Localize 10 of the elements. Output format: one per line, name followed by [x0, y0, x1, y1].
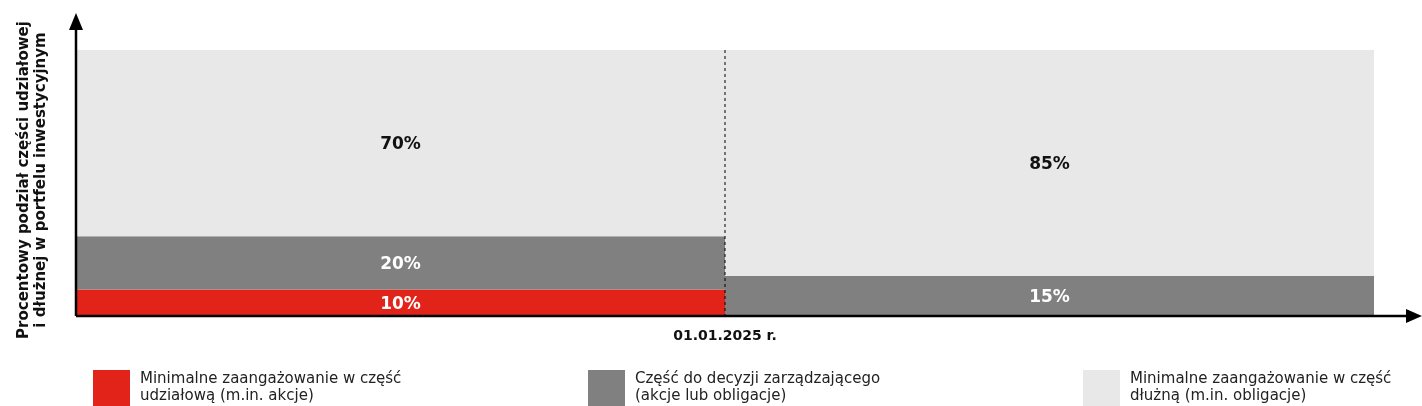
legend-label: Część do decyzji zarządzającego (akcje lub obligacje) [635, 369, 882, 404]
data-label: 15% [1029, 286, 1070, 307]
data-label: 20% [380, 252, 421, 273]
text: 01.01.2025 r. [672, 327, 778, 343]
data-label: 85% [1029, 153, 1070, 174]
data-label: 70% [380, 133, 421, 154]
legend-label: Minimalne zaangażowanie w część udziałową (m.in. akcje) [140, 369, 403, 404]
data-label: 10% [380, 292, 421, 313]
y-axis-title: Procentowy podział części udziałowej i dłużnej w portfelu inwestycyjnym [14, 20, 49, 340]
legend-label: Minimalne zaangażowanie w część dłużną (m.in. obligacje) [1130, 369, 1393, 404]
